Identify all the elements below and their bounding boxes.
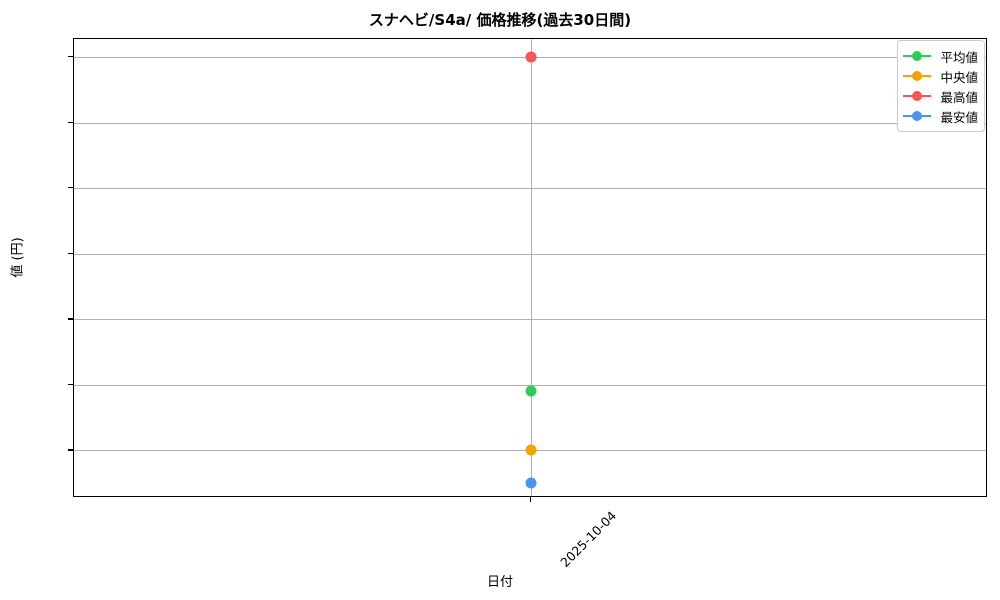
- gridline-horizontal: [74, 253, 986, 255]
- gridline-horizontal: [74, 188, 986, 190]
- legend-item[interactable]: 最安値: [903, 106, 978, 126]
- legend-item[interactable]: 最高値: [903, 86, 978, 106]
- x-axis-label: 日付: [486, 575, 513, 590]
- legend-rows: 平均値中央値最高値最安値: [903, 46, 978, 126]
- plot-area: [73, 38, 987, 497]
- legend-label: 平均値: [940, 49, 978, 65]
- legend-swatch: [903, 50, 931, 62]
- legend-item[interactable]: 中央値: [903, 66, 978, 86]
- legend-swatch: [903, 90, 931, 102]
- gridline-horizontal: [74, 319, 986, 321]
- gridline-horizontal: [74, 384, 986, 386]
- legend-dot-icon: [912, 111, 922, 121]
- chart-title: スナヘビ/S4a/ 価格推移(過去30日間): [368, 11, 632, 29]
- gridline-horizontal: [74, 122, 986, 124]
- legend-label: 最安値: [940, 109, 978, 125]
- data-point-marker: [525, 477, 537, 489]
- data-point-marker: [525, 51, 537, 63]
- x-tick-label: 2025-10-04: [557, 508, 620, 570]
- data-point-marker: [525, 385, 537, 397]
- legend-dot-icon: [912, 51, 922, 61]
- gridline-vertical: [531, 39, 532, 496]
- x-tick-mark: [530, 497, 532, 502]
- legend-label: 最高値: [940, 89, 978, 105]
- legend-item[interactable]: 平均値: [903, 46, 978, 66]
- legend-swatch: [903, 70, 931, 82]
- data-point-marker: [525, 444, 537, 456]
- legend-label: 中央値: [940, 69, 978, 85]
- legend-swatch: [903, 110, 931, 122]
- legend-dot-icon: [912, 91, 922, 101]
- chart-legend[interactable]: 平均値中央値最高値最安値: [897, 40, 985, 132]
- legend-dot-icon: [912, 71, 922, 81]
- y-axis-label: 値 (円): [10, 237, 26, 278]
